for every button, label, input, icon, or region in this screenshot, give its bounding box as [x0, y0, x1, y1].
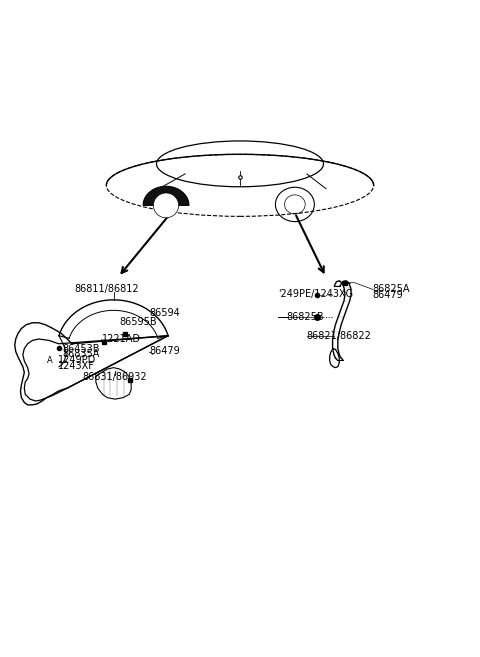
Text: 1243XF: 1243XF [58, 361, 95, 371]
Text: 86831/86932: 86831/86932 [83, 372, 147, 382]
Text: 1249PD: 1249PD [58, 355, 96, 365]
Text: A: A [47, 356, 52, 365]
Ellipse shape [154, 193, 179, 217]
Text: 86825A: 86825A [372, 284, 410, 294]
Polygon shape [143, 187, 189, 206]
Text: 86594: 86594 [149, 307, 180, 318]
Text: 86595B: 86595B [120, 317, 157, 327]
Text: 1221AD: 1221AD [102, 334, 141, 344]
Text: 86453B: 86453B [62, 344, 100, 353]
Text: 86825B: 86825B [287, 311, 324, 321]
Text: '249PE/1243XG: '249PE/1243XG [278, 289, 353, 299]
Text: 86835A: 86835A [62, 350, 100, 359]
Text: 86811/86812: 86811/86812 [74, 284, 139, 294]
Text: 86479: 86479 [372, 290, 403, 300]
Text: 86479: 86479 [149, 346, 180, 356]
Text: 86821/86822: 86821/86822 [307, 330, 372, 341]
